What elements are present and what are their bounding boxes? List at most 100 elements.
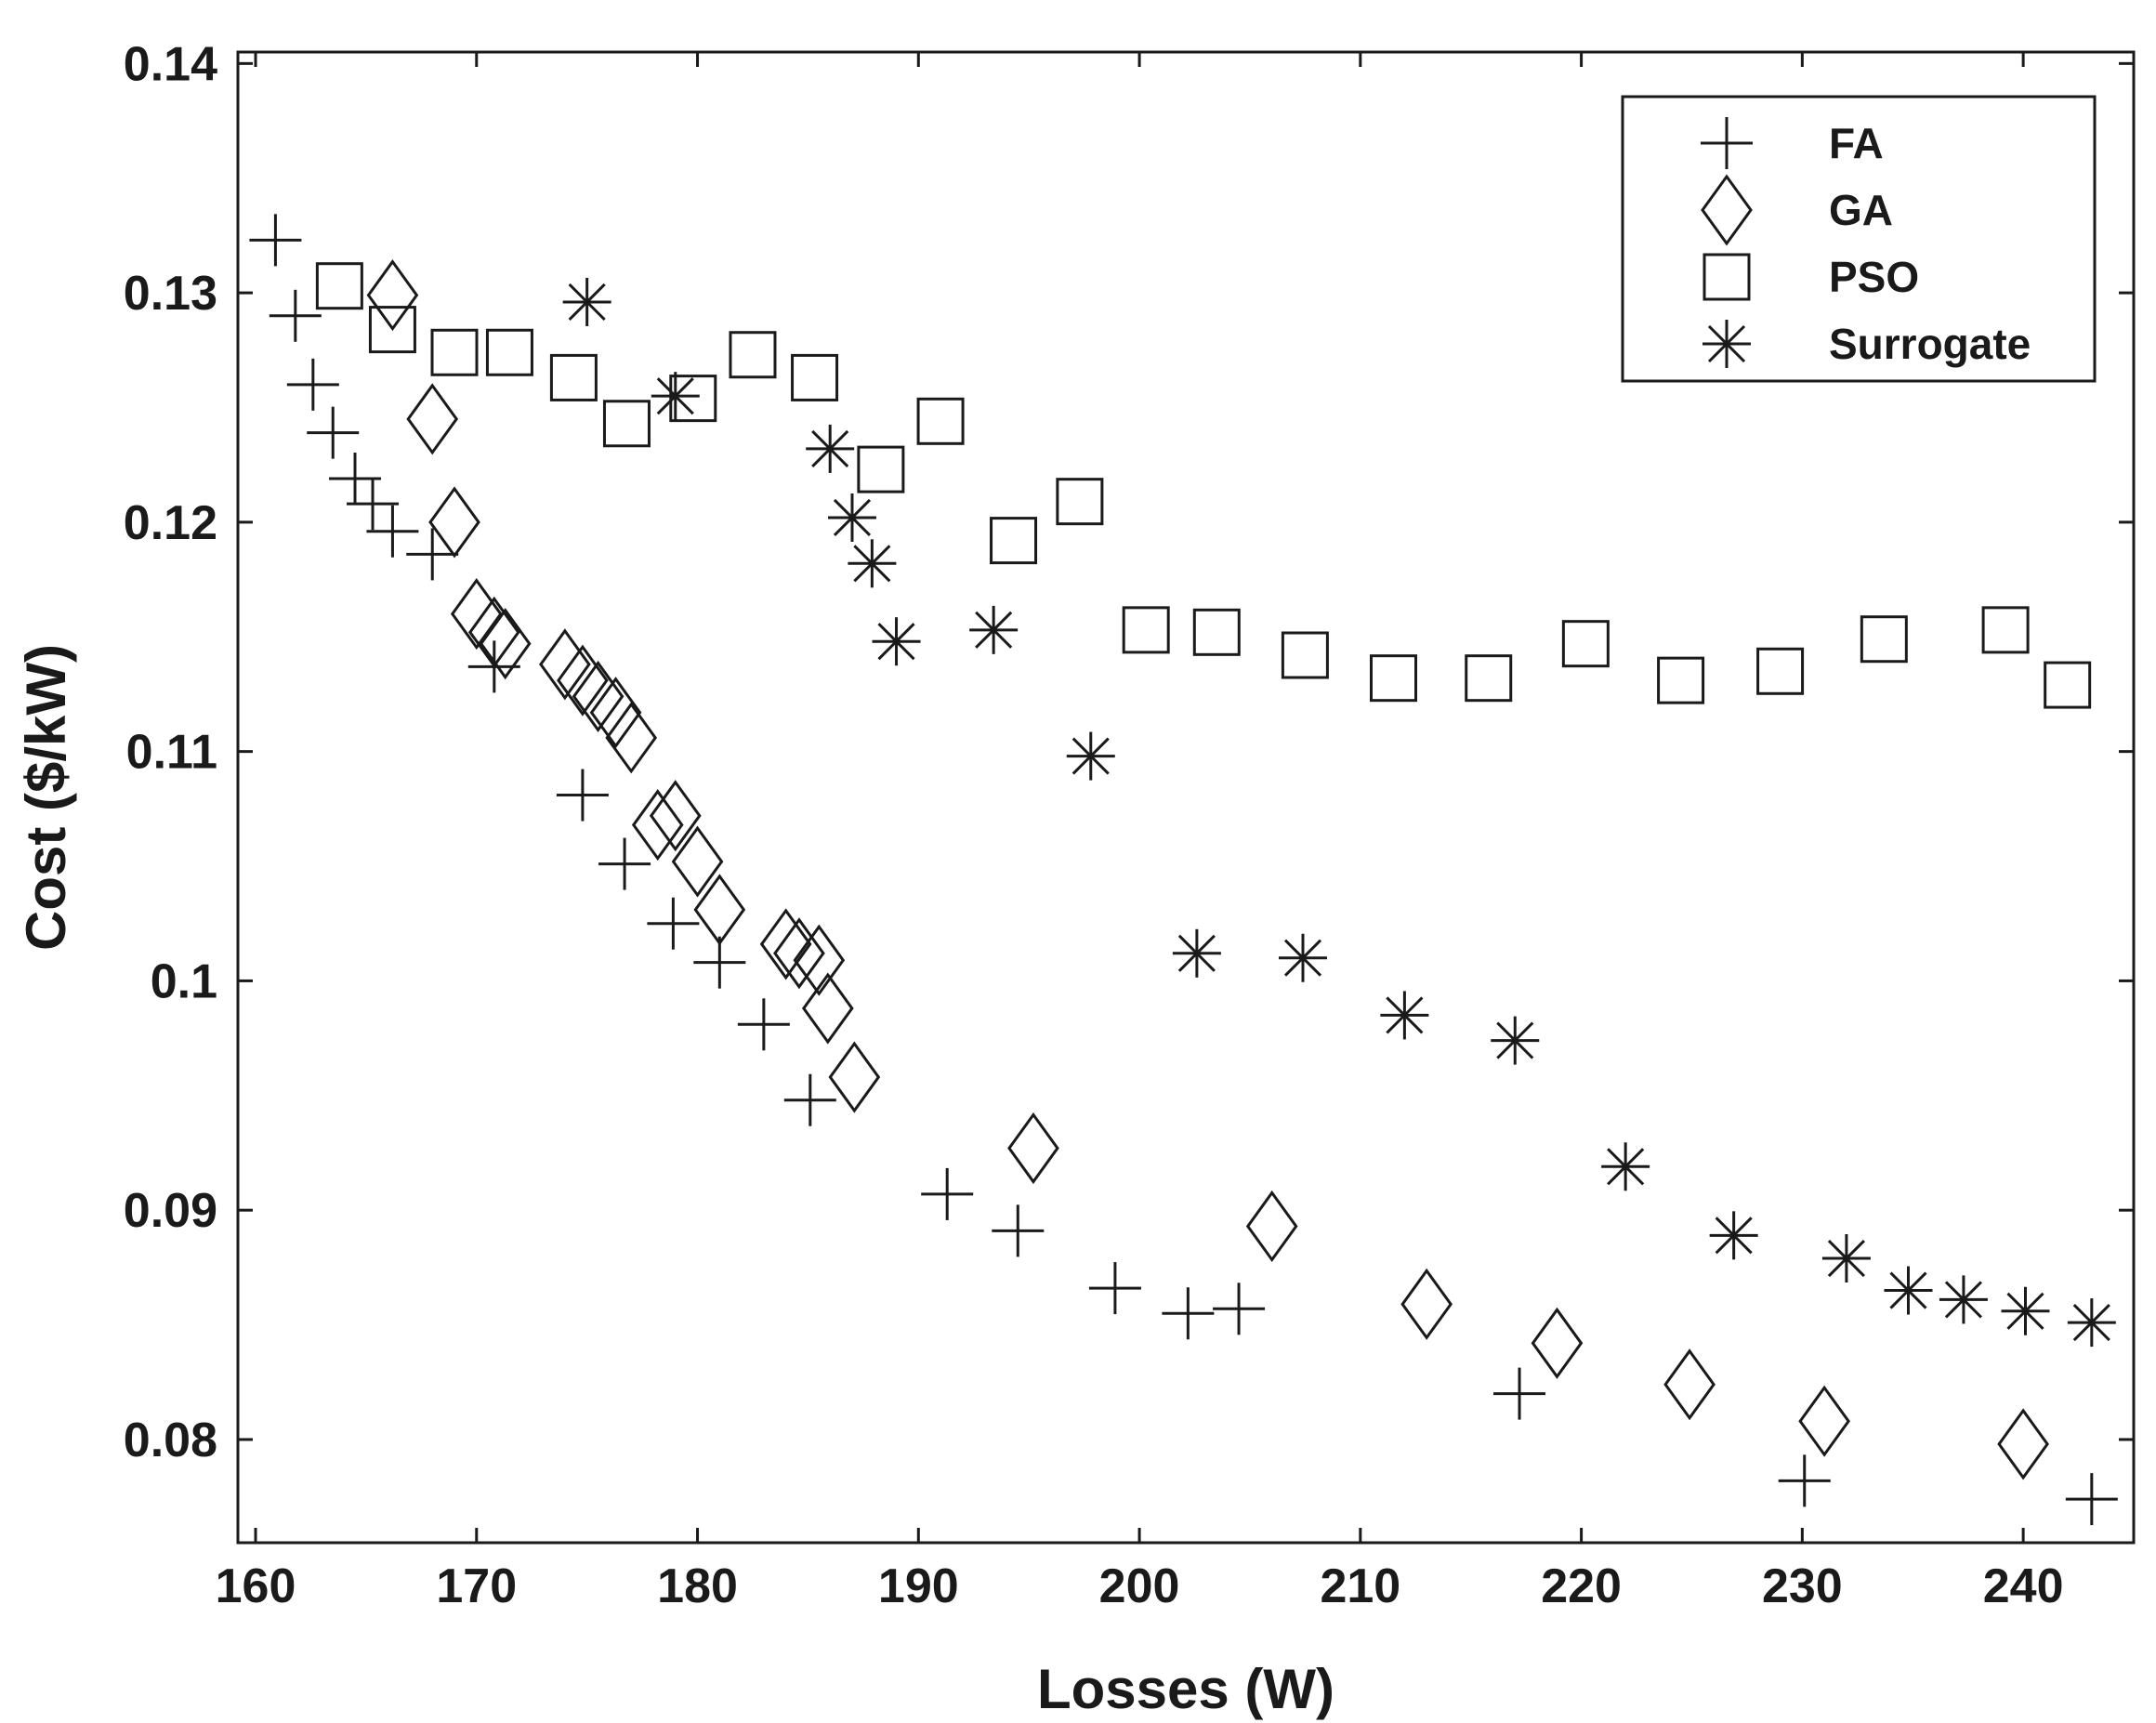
surrogate-point <box>1491 1016 1540 1065</box>
surrogate-point <box>1601 1142 1650 1191</box>
fa-point <box>307 406 360 459</box>
surrogate-point <box>1172 928 1221 978</box>
fa-point <box>249 214 302 267</box>
pso-point <box>368 306 416 354</box>
y-tick-label: 0.1 <box>151 954 217 1008</box>
legend: FA GA PSO Surrogate <box>1621 95 2097 383</box>
pso-point <box>1369 654 1417 703</box>
surrogate-point <box>1709 1211 1758 1260</box>
pso-point <box>1561 620 1610 668</box>
ga-point <box>605 702 658 774</box>
pso-point <box>430 328 479 376</box>
x-tick-label: 220 <box>1541 1559 1622 1613</box>
ga-point <box>1245 1190 1298 1263</box>
pso-point <box>549 353 598 401</box>
legend-surrogate-label: Surrogate <box>1829 320 2031 368</box>
ga-point <box>828 1041 881 1113</box>
legend-fa-label: FA <box>1829 119 1884 167</box>
ga-point <box>793 924 846 996</box>
fa-point <box>366 505 419 558</box>
fa-point <box>1088 1262 1141 1315</box>
legend-pso-marker <box>1702 253 1751 301</box>
fa-point <box>992 1204 1045 1257</box>
ga-point <box>759 908 812 980</box>
fa-point <box>598 837 651 890</box>
pso-point <box>1657 656 1705 704</box>
legend-pso-label: PSO <box>1829 253 1919 301</box>
surrogate-point <box>1279 933 1328 982</box>
y-tick-label: 0.09 <box>124 1184 217 1238</box>
y-tick-label: 0.12 <box>124 496 217 550</box>
x-tick-label: 170 <box>436 1559 517 1613</box>
pso-point <box>857 445 905 493</box>
ga-point <box>1400 1268 1453 1340</box>
fa-point <box>286 358 339 411</box>
ga-point <box>671 825 724 898</box>
pso-point <box>1192 608 1241 656</box>
pso-point <box>1281 631 1329 679</box>
x-tick-label: 210 <box>1320 1559 1400 1613</box>
ga-point <box>1007 1111 1059 1185</box>
x-tick-label: 160 <box>216 1559 296 1613</box>
x-tick-label: 200 <box>1099 1559 1180 1613</box>
pso-point <box>990 517 1038 565</box>
surrogate-point <box>806 424 855 473</box>
fa-point <box>921 1167 974 1220</box>
fa-point <box>1778 1454 1831 1507</box>
ga-point <box>1798 1385 1850 1457</box>
ga-point <box>406 383 459 455</box>
surrogate-point <box>651 372 700 421</box>
ga-point <box>539 628 591 701</box>
fa-point <box>406 528 459 581</box>
x-axis-label: Losses (W) <box>1037 1658 1334 1720</box>
fa-point <box>556 769 609 822</box>
fa-point <box>783 1073 836 1126</box>
y-tick-label: 0.08 <box>124 1414 217 1467</box>
surrogate-point <box>827 493 876 542</box>
surrogate-point <box>562 277 611 326</box>
pso-point <box>791 353 839 401</box>
pso-point <box>729 331 777 379</box>
ga-point <box>649 780 702 852</box>
ga-point <box>693 874 746 946</box>
x-tick-label: 180 <box>657 1559 738 1613</box>
ga-point <box>1997 1408 2049 1480</box>
pso-point <box>1122 606 1170 654</box>
ga-point <box>479 608 532 680</box>
ga-point <box>801 972 854 1045</box>
data-series-layer <box>249 214 2118 1526</box>
axis-ticks: 160 170 180 190 200 210 220 230 240 0.08 0.09 0.1 0.… <box>124 37 2134 1613</box>
fa-point <box>1213 1282 1266 1335</box>
fa-point <box>269 289 322 342</box>
pso-point <box>1465 654 1513 703</box>
series-surrogate <box>562 277 2116 1348</box>
y-tick-label: 0.13 <box>124 267 217 321</box>
pso-point <box>1981 606 2030 654</box>
pso-point <box>1756 647 1805 695</box>
series-ga <box>366 259 2049 1480</box>
surrogate-point <box>872 617 921 666</box>
fa-point <box>1162 1287 1215 1340</box>
surrogate-point <box>1380 991 1429 1040</box>
surrogate-point <box>848 539 897 588</box>
pso-point <box>1860 615 1908 664</box>
ga-point <box>557 644 609 717</box>
y-tick-label: 0.11 <box>126 726 217 780</box>
legend-ga-label: GA <box>1829 186 1893 234</box>
series-pso <box>315 262 2092 709</box>
surrogate-point <box>1884 1266 1933 1315</box>
pso-point <box>315 262 363 310</box>
ga-point <box>467 596 520 668</box>
ga-point <box>631 789 684 862</box>
fa-point <box>347 478 400 531</box>
surrogate-point <box>1066 731 1115 781</box>
legend-fa-marker <box>1701 117 1753 169</box>
pso-point <box>669 375 717 423</box>
ga-point <box>1531 1307 1584 1379</box>
x-tick-label: 190 <box>878 1559 959 1613</box>
surrogate-point <box>2001 1286 2050 1335</box>
ga-point <box>1663 1348 1716 1421</box>
fa-point <box>647 897 700 950</box>
ga-point <box>773 917 825 990</box>
surrogate-point <box>2067 1298 2116 1348</box>
